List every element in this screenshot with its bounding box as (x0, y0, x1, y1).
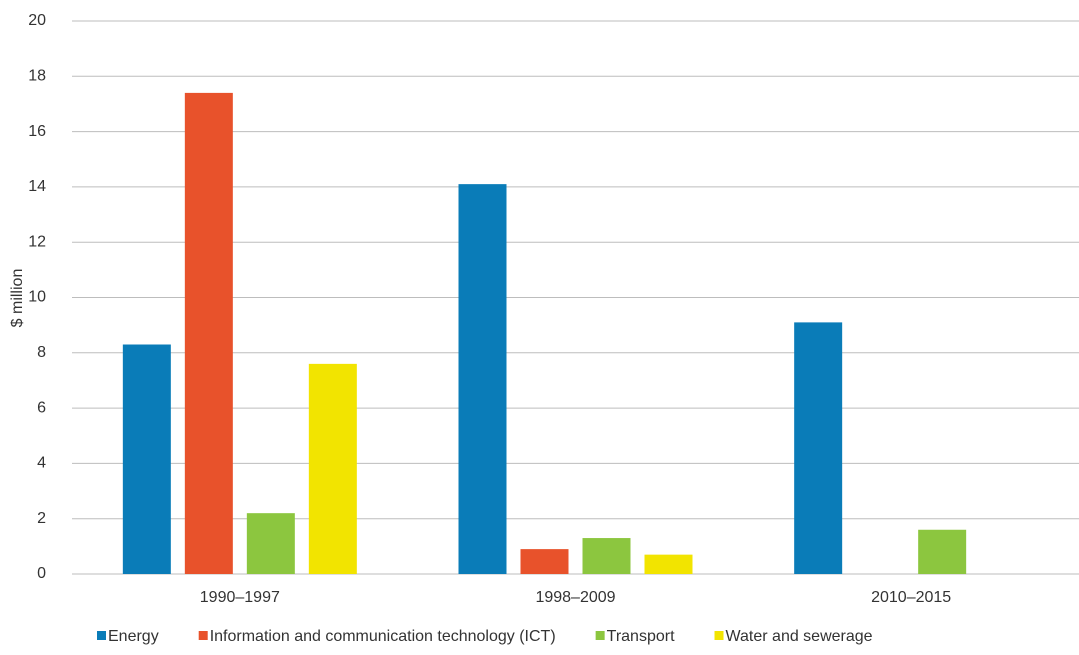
bar (918, 529, 967, 574)
x-tick-label: 1998–2009 (535, 589, 615, 606)
legend-swatch (595, 631, 605, 640)
x-tick-label: 2010–2015 (871, 589, 951, 606)
y-tick-label: 4 (37, 455, 46, 472)
legend-swatch (714, 631, 724, 640)
y-tick-label: 16 (28, 123, 46, 140)
x-tick-label: 1990–1997 (200, 589, 280, 606)
legend-label: Transport (607, 628, 675, 645)
legend-label: Water and sewerage (726, 628, 873, 645)
legend-label: Energy (108, 628, 159, 645)
y-tick-label: 18 (28, 68, 46, 85)
y-tick-label: 12 (28, 233, 46, 250)
bar (184, 92, 233, 574)
legend-label: Information and communication technology… (210, 628, 556, 645)
legend-swatch (97, 631, 106, 640)
y-tick-label: 6 (37, 399, 46, 416)
y-tick-label: 8 (37, 344, 46, 361)
bar (458, 184, 507, 574)
y-tick-label: 2 (37, 510, 46, 527)
y-axis-label: $ million (9, 269, 26, 328)
bar (308, 363, 357, 574)
y-tick-label: 20 (28, 12, 46, 29)
bar (520, 549, 569, 574)
bar (122, 344, 171, 574)
bar (644, 554, 693, 574)
bar (794, 322, 843, 574)
legend-swatch (198, 631, 208, 640)
y-tick-label: 10 (28, 289, 46, 306)
bar (246, 513, 295, 574)
y-tick-label: 14 (28, 178, 46, 195)
bar (582, 538, 631, 574)
y-tick-label: 0 (37, 565, 46, 582)
